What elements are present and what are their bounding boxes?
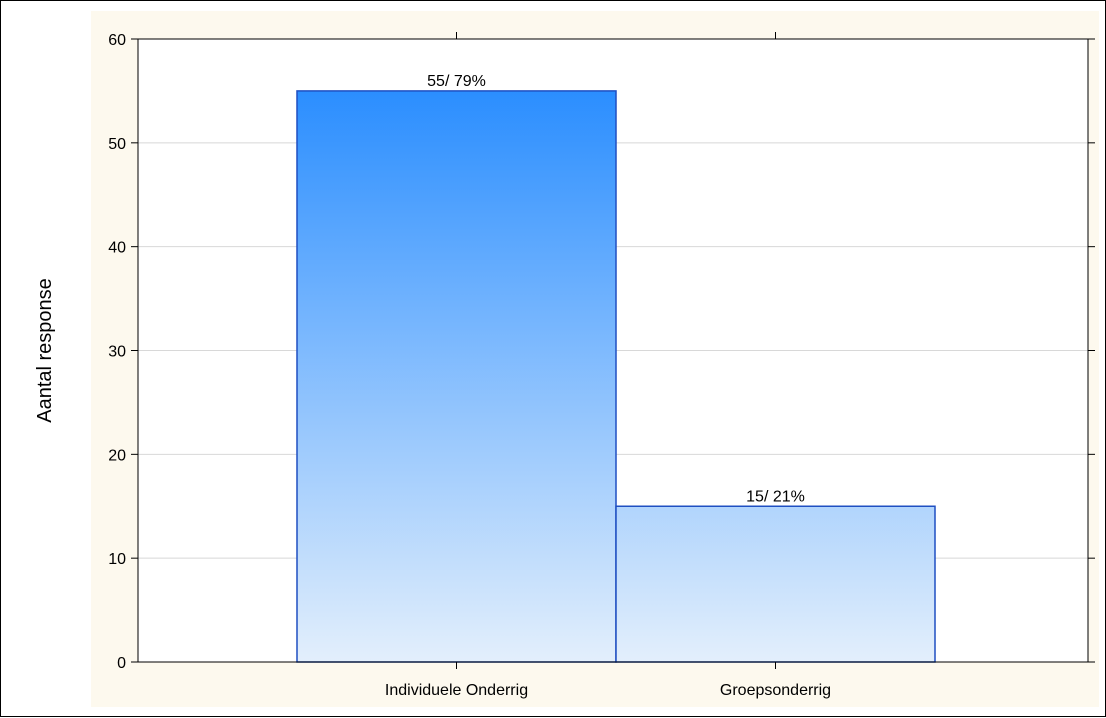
y-tick-label: 40 (108, 240, 126, 257)
y-axis-label: Aantal response (34, 278, 56, 423)
y-tick-label: 60 (108, 32, 126, 49)
x-axis: Individuele Onderrig Groepsonderrig (385, 32, 831, 699)
y-tick-label: 50 (108, 136, 126, 153)
y-tick-label: 20 (108, 447, 126, 464)
y-tick-label: 10 (108, 551, 126, 568)
x-tick-label: Groepsonderrig (720, 682, 831, 699)
y-axis: 0 10 20 30 40 50 60 (108, 32, 1095, 672)
bar (615, 505, 936, 663)
bars (296, 90, 936, 663)
bar (296, 90, 617, 663)
data-label: 55/ 79% (427, 73, 486, 90)
x-tick-label: Individuele Onderrig (385, 682, 528, 699)
y-tick-label: 0 (117, 655, 126, 672)
data-label: 15/ 21% (746, 488, 805, 505)
data-labels: 55/ 79% 15/ 21% (427, 73, 805, 505)
y-tick-label: 30 (108, 344, 126, 361)
